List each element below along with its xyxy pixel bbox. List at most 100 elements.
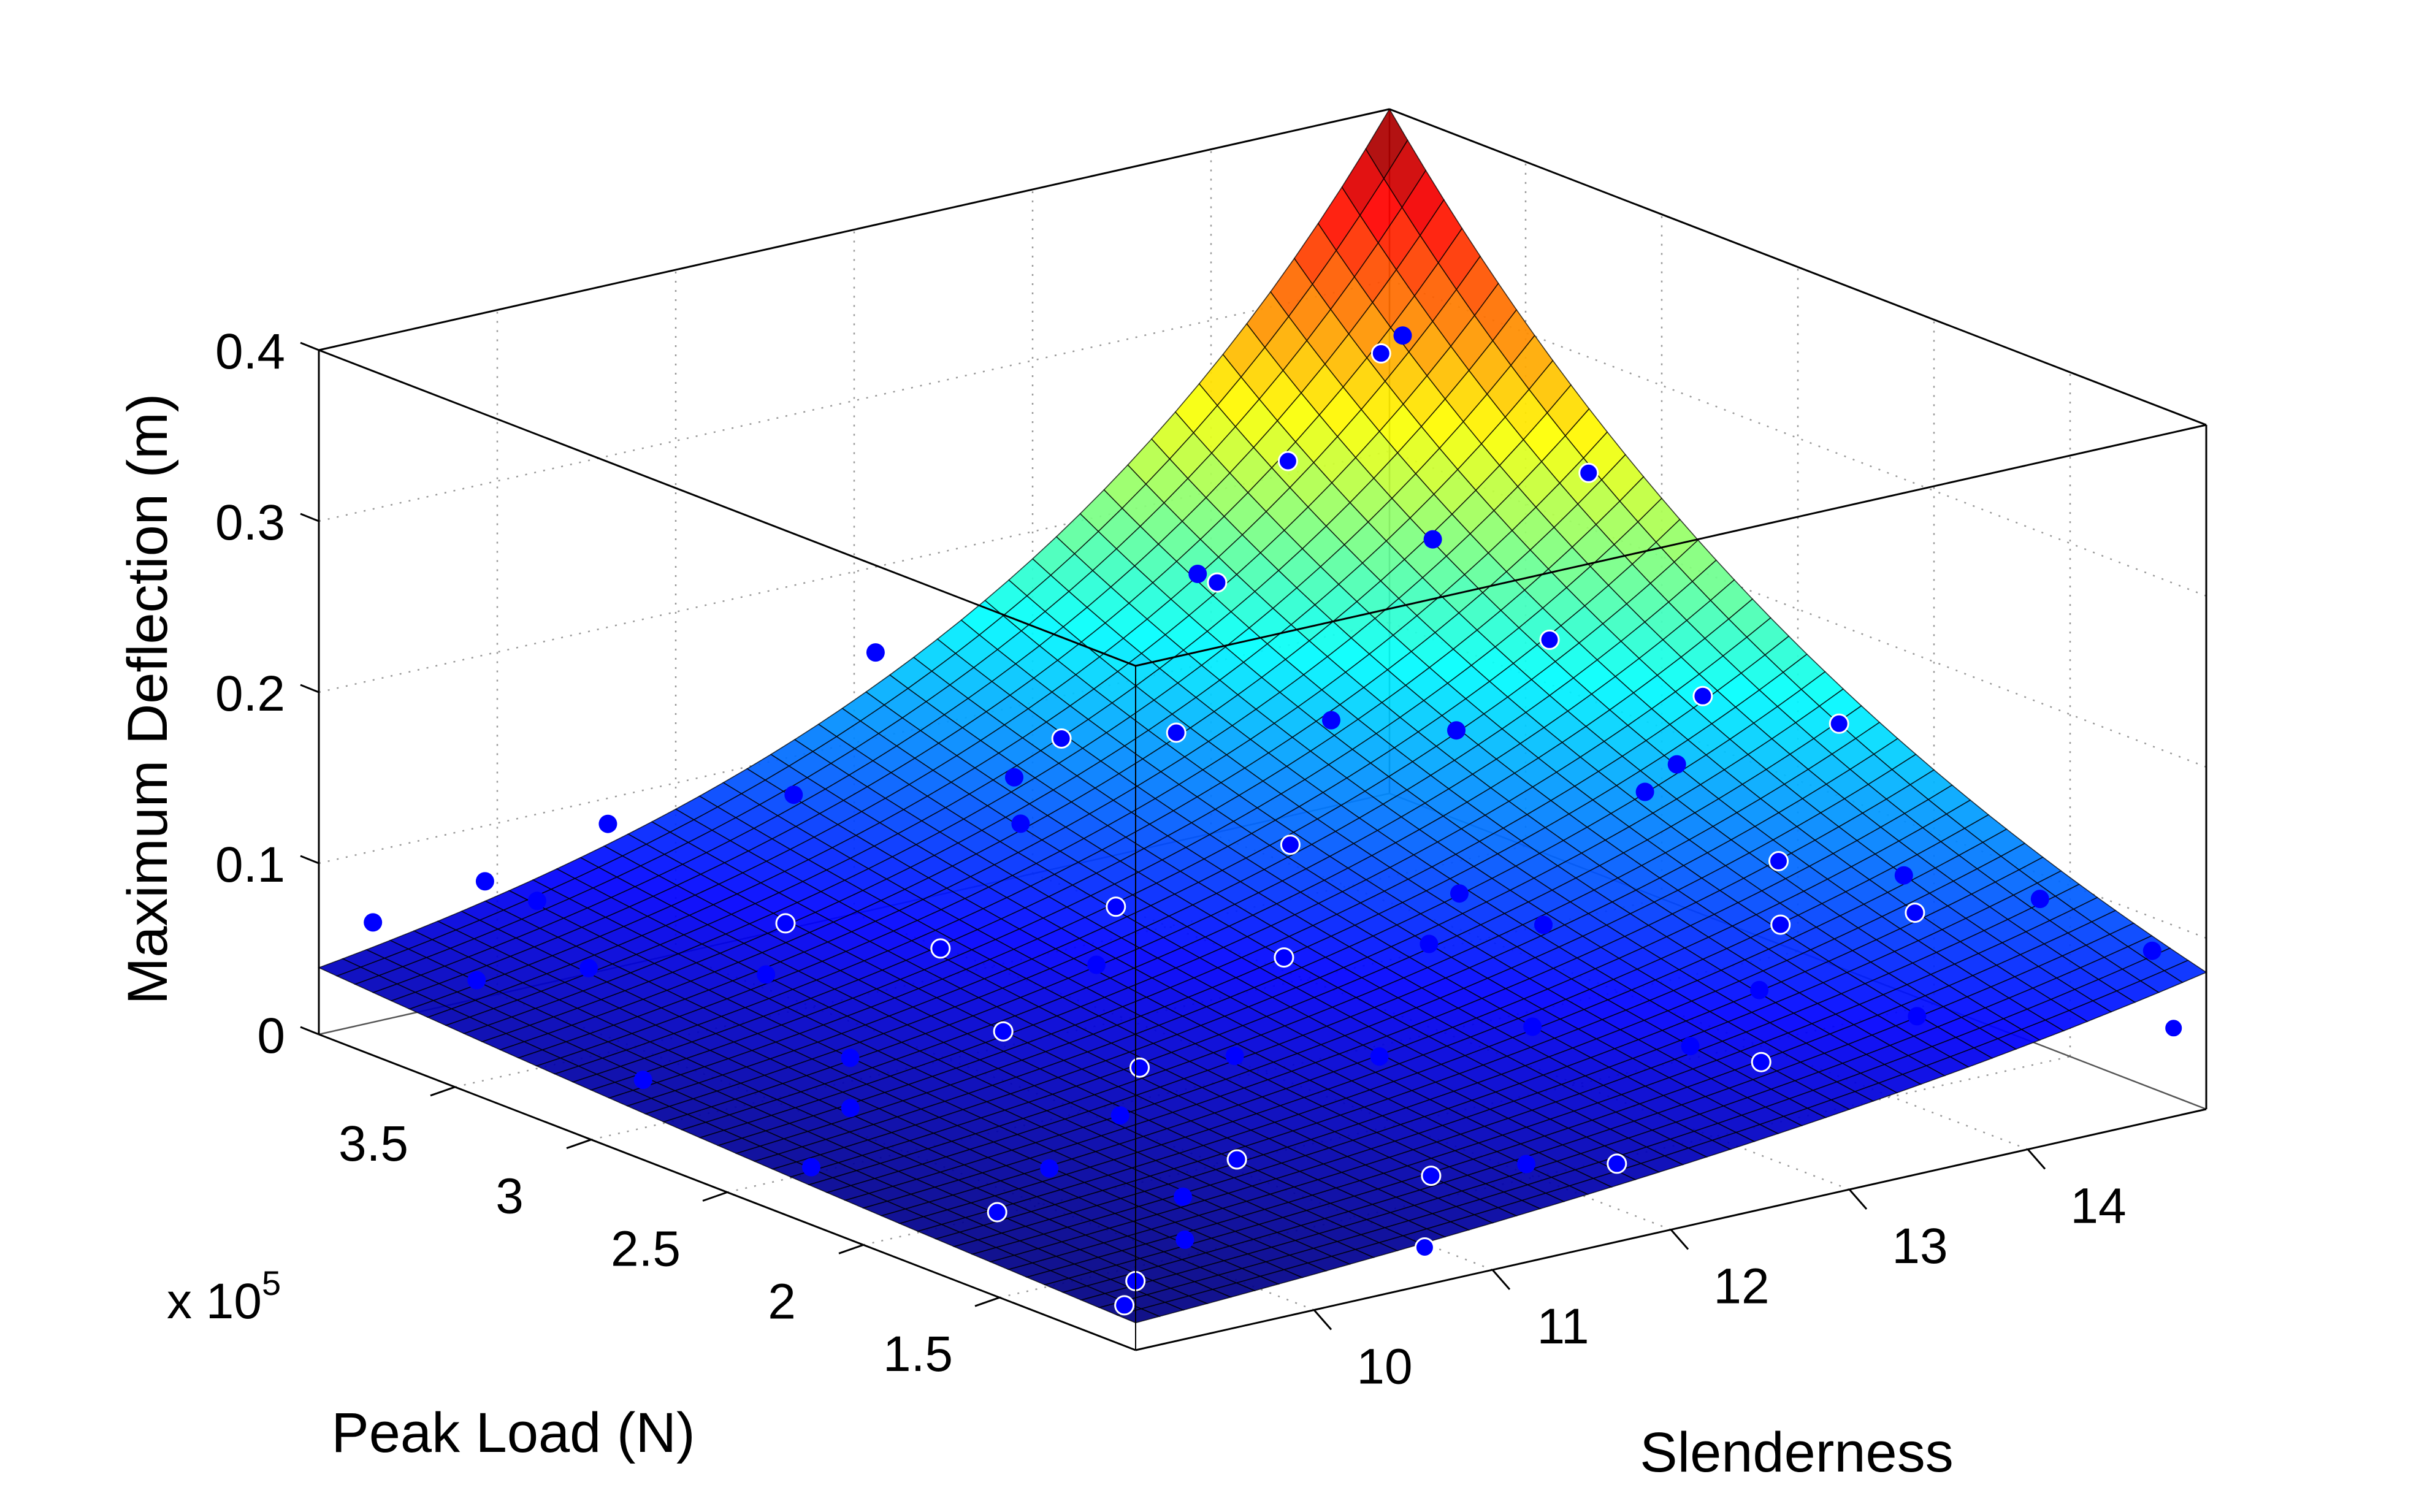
x-exponent-label: x 105	[167, 1264, 281, 1329]
data-point	[1667, 755, 1686, 774]
data-point	[633, 1071, 652, 1090]
data-point	[802, 1158, 820, 1177]
data-point	[841, 1099, 860, 1118]
data-point	[1607, 1153, 1627, 1174]
z-tick-label: 0	[257, 1008, 285, 1064]
data-point	[1207, 572, 1228, 593]
data-point	[1226, 1149, 1247, 1170]
z-tick-mark	[300, 342, 319, 351]
data-point	[364, 913, 383, 932]
x-tick-mark	[838, 1243, 864, 1254]
x-tick-label: 3.5	[338, 1116, 408, 1172]
z-axis-label: Maximum Deflection (m)	[117, 394, 179, 1005]
data-point	[1770, 914, 1791, 935]
z-tick-mark	[300, 513, 319, 522]
z-tick-label: 0.4	[215, 324, 285, 380]
data-point	[784, 785, 803, 804]
axis-ticks: 1.5 2 2.5 3 3.5 10 11 12 13 14 0 0.1 0.2 0.3 0.4	[215, 324, 2127, 1395]
y-tick-mark	[1670, 1229, 1689, 1250]
data-point	[1768, 851, 1789, 871]
data-point	[1051, 728, 1072, 749]
data-point	[1578, 462, 1599, 483]
data-point	[1005, 768, 1023, 787]
data-point	[1225, 1047, 1244, 1066]
data-point	[1692, 685, 1713, 706]
x-tick-label: 2	[768, 1273, 796, 1329]
z-tick-mark	[300, 684, 319, 693]
data-point	[1277, 451, 1298, 472]
data-point	[930, 938, 951, 959]
data-point	[1420, 934, 1439, 953]
data-point	[841, 1048, 860, 1067]
x-tick-label: 2.5	[611, 1221, 681, 1277]
data-point	[527, 892, 546, 911]
data-point	[2142, 941, 2161, 960]
data-point	[1534, 915, 1553, 934]
x-tick-mark	[974, 1296, 1000, 1307]
z-tick-mark	[300, 1026, 319, 1036]
data-point	[1129, 1057, 1150, 1078]
data-point	[1523, 1017, 1542, 1036]
data-point	[1110, 1106, 1129, 1125]
x-tick-label: 3	[495, 1169, 524, 1224]
data-point	[1114, 1295, 1135, 1316]
data-point	[1829, 713, 1849, 734]
scatter-points	[364, 326, 2184, 1316]
y-tick-mark	[2027, 1148, 2046, 1170]
z-tick-label: 0.3	[215, 495, 285, 551]
data-point	[1414, 1237, 1435, 1258]
data-point	[757, 965, 776, 984]
y-tick-label: 12	[1713, 1259, 1769, 1315]
data-point	[1539, 629, 1560, 650]
data-point	[1370, 1047, 1389, 1066]
z-tick-label: 0.1	[215, 837, 285, 893]
data-point	[579, 959, 598, 977]
data-point	[1166, 722, 1187, 743]
data-point	[467, 971, 486, 990]
data-point	[775, 913, 796, 934]
data-point	[598, 814, 617, 833]
data-point	[993, 1021, 1014, 1042]
z-tick-mark	[300, 855, 319, 865]
y-tick-mark	[1491, 1269, 1511, 1290]
y-tick-label: 14	[2070, 1178, 2126, 1234]
x-axis-label: Peak Load (N)	[331, 1402, 695, 1464]
data-point	[1188, 565, 1207, 583]
data-point	[1274, 947, 1294, 968]
y-axis-label: Slenderness	[1640, 1421, 1953, 1484]
data-point	[1011, 814, 1030, 833]
data-point	[1750, 980, 1769, 999]
x-tick-mark	[702, 1191, 728, 1202]
data-point	[987, 1202, 1007, 1223]
data-point	[1421, 1166, 1442, 1186]
data-point	[1280, 834, 1301, 855]
data-point	[2163, 1018, 2184, 1039]
y-tick-label: 13	[1892, 1218, 1947, 1274]
data-point	[1087, 955, 1106, 974]
data-point	[1174, 1187, 1193, 1206]
data-point	[1423, 530, 1442, 549]
x-exponent-power: 5	[262, 1264, 281, 1302]
data-point	[1322, 711, 1340, 730]
box-edge	[318, 108, 1390, 351]
y-tick-mark	[1313, 1309, 1332, 1331]
x-tick-mark	[566, 1139, 592, 1150]
data-point	[1905, 903, 1925, 923]
data-point	[1681, 1037, 1700, 1056]
surface-mesh	[317, 108, 2207, 1324]
data-point	[1450, 884, 1469, 903]
data-point	[475, 872, 494, 891]
data-point	[2030, 890, 2049, 909]
box-edge	[1135, 424, 2207, 667]
box-edge	[318, 349, 1136, 667]
y-tick-label: 10	[1356, 1339, 1412, 1395]
data-point	[1894, 866, 1913, 885]
x-exponent-base: x 10	[167, 1273, 262, 1329]
x-tick-mark	[430, 1086, 456, 1097]
data-point	[866, 643, 885, 662]
data-point	[1908, 1007, 1927, 1026]
data-point	[1106, 896, 1126, 917]
data-point	[1175, 1230, 1194, 1249]
data-point	[1393, 326, 1412, 345]
